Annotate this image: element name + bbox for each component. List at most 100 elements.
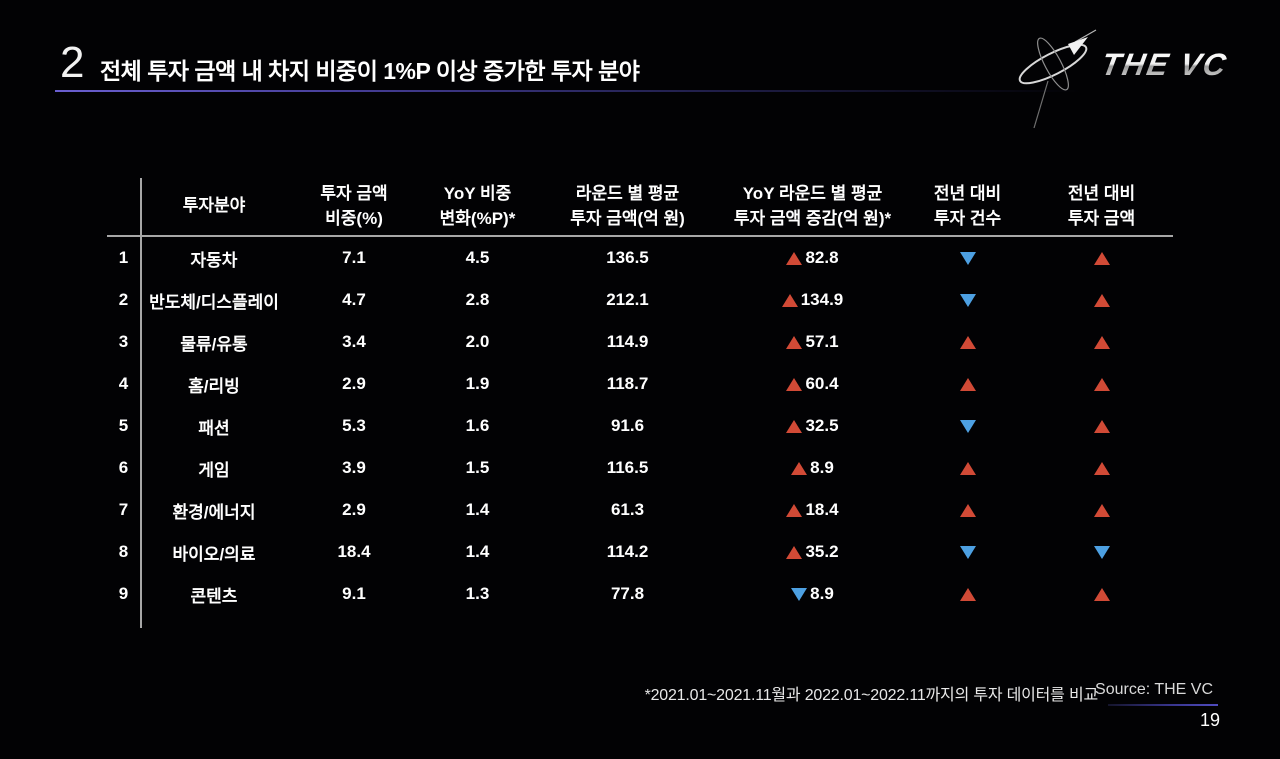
orbit-icon [1018, 29, 1097, 129]
header-amount: 전년 대비 투자 금액 [1067, 183, 1136, 228]
row-amount [1030, 503, 1173, 517]
deal-count-triangle-icon [959, 503, 976, 517]
amount-triangle-icon [1093, 377, 1110, 391]
delta-direction-triangle-icon [786, 503, 803, 517]
row-deal-count [905, 335, 1030, 349]
source-label: Source: THE VC [1095, 681, 1213, 698]
title-accent-line [55, 90, 1125, 92]
row-round-delta: 18.4 [720, 500, 905, 520]
row-amount [1030, 251, 1173, 265]
row-share-pct: 5.3 [342, 416, 366, 435]
row-amount [1030, 587, 1173, 601]
row-round-delta-value: 57.1 [805, 332, 839, 351]
table-row: 8 바이오/의료 18.4 1.4 114.2 35.2 [107, 531, 1173, 573]
delta-direction-triangle-icon [786, 545, 803, 559]
row-round-avg: 114.2 [606, 542, 649, 561]
deal-count-triangle-icon [959, 461, 976, 475]
row-category: 환경/에너지 [172, 502, 256, 522]
row-rank: 3 [118, 332, 129, 351]
investment-table: 투자분야 투자 금액 비중(%) YoY 비중 변화(%P)* 라운드 별 평균… [107, 178, 1173, 628]
row-round-avg: 114.9 [606, 332, 649, 351]
logo-wordmark: THE VC [1099, 47, 1231, 82]
row-amount [1030, 419, 1173, 433]
row-round-delta-value: 32.5 [805, 416, 839, 435]
row-category: 물류/유통 [180, 334, 248, 354]
thevc-logo: THE VC [1008, 26, 1232, 129]
row-share-pct: 18.4 [337, 542, 371, 561]
delta-direction-triangle-icon [786, 377, 803, 391]
row-round-delta: 82.8 [720, 248, 905, 268]
deal-count-triangle-icon [959, 419, 976, 433]
row-category: 바이오/의료 [172, 544, 256, 564]
thevc-logo-graphic: THE VC [1018, 29, 1231, 129]
amount-triangle-icon [1093, 545, 1110, 559]
row-share-pct: 7.1 [342, 248, 366, 267]
row-deal-count [905, 461, 1030, 475]
row-round-avg: 118.7 [606, 374, 649, 393]
delta-direction-triangle-icon [786, 251, 803, 265]
amount-triangle-icon [1093, 335, 1110, 349]
row-round-delta-value: 82.8 [805, 248, 839, 267]
row-share-pct: 3.9 [342, 458, 366, 477]
row-rank: 5 [118, 416, 129, 435]
row-round-delta-value: 8.9 [810, 458, 834, 477]
row-rank: 9 [118, 584, 129, 603]
deal-count-triangle-icon [959, 335, 976, 349]
row-round-delta: 8.9 [720, 458, 905, 478]
row-round-avg: 136.5 [606, 248, 649, 267]
table-header-row: 투자분야 투자 금액 비중(%) YoY 비중 변화(%P)* 라운드 별 평균… [107, 178, 1173, 237]
row-rank: 1 [118, 248, 129, 267]
page-title: 전체 투자 금액 내 차지 비중이 1%P 이상 증가한 투자 분야 [100, 58, 640, 84]
row-round-avg: 77.8 [610, 584, 645, 603]
delta-direction-triangle-icon [791, 587, 808, 601]
row-rank: 8 [118, 542, 129, 561]
deal-count-triangle-icon [959, 587, 976, 601]
table-row: 4 홈/리빙 2.9 1.9 118.7 60.4 [107, 363, 1173, 405]
row-category: 자동차 [190, 250, 238, 270]
header-share-pct: 투자 금액 비중(%) [320, 183, 388, 228]
header-deal-count: 전년 대비 투자 건수 [933, 183, 1002, 228]
row-deal-count [905, 587, 1030, 601]
row-yoy-change: 1.9 [465, 374, 490, 393]
amount-triangle-icon [1093, 293, 1110, 307]
row-deal-count [905, 293, 1030, 307]
row-amount [1030, 377, 1173, 391]
row-category: 게임 [198, 460, 230, 480]
row-round-delta-value: 35.2 [805, 542, 839, 561]
row-round-avg: 212.1 [606, 290, 649, 309]
page-number: 19 [1199, 710, 1220, 730]
row-share-pct: 2.9 [342, 500, 366, 519]
deal-count-triangle-icon [959, 377, 976, 391]
table-row: 3 물류/유통 3.4 2.0 114.9 57.1 [107, 321, 1173, 363]
footnote: *2021.01~2021.11월과 2022.01~2022.11까지의 투자… [644, 687, 1099, 704]
row-deal-count [905, 545, 1030, 559]
row-yoy-change: 1.4 [465, 500, 490, 519]
row-rank: 6 [118, 458, 129, 477]
spark-icon [1068, 37, 1088, 55]
row-yoy-change: 1.4 [465, 542, 490, 561]
row-round-delta: 32.5 [720, 416, 905, 436]
row-round-delta: 35.2 [720, 542, 905, 562]
row-round-delta-value: 60.4 [805, 374, 839, 393]
row-share-pct: 9.1 [342, 584, 366, 603]
amount-triangle-icon [1093, 419, 1110, 433]
row-round-delta-value: 8.9 [810, 584, 834, 603]
row-share-pct: 3.4 [342, 332, 366, 351]
row-amount [1030, 335, 1173, 349]
row-round-avg: 91.6 [610, 416, 645, 435]
row-share-pct: 2.9 [342, 374, 366, 393]
row-amount [1030, 461, 1173, 475]
row-round-delta: 134.9 [720, 290, 905, 310]
row-rank: 4 [118, 374, 129, 393]
row-round-delta: 60.4 [720, 374, 905, 394]
table-row: 7 환경/에너지 2.9 1.4 61.3 18.4 [107, 489, 1173, 531]
row-amount [1030, 293, 1173, 307]
header-round-avg: 라운드 별 평균 투자 금액(억 원) [570, 183, 685, 228]
row-category: 홈/리빙 [188, 376, 240, 396]
header-round-delta: YoY 라운드 별 평균 투자 금액 증감(억 원)* [733, 183, 892, 228]
row-yoy-change: 1.3 [465, 584, 490, 603]
row-deal-count [905, 251, 1030, 265]
row-round-delta-value: 18.4 [805, 500, 839, 519]
table-body: 1 자동차 7.1 4.5 136.5 82.8 2 반도체/디스플레이 4.7… [107, 237, 1173, 615]
row-deal-count [905, 377, 1030, 391]
